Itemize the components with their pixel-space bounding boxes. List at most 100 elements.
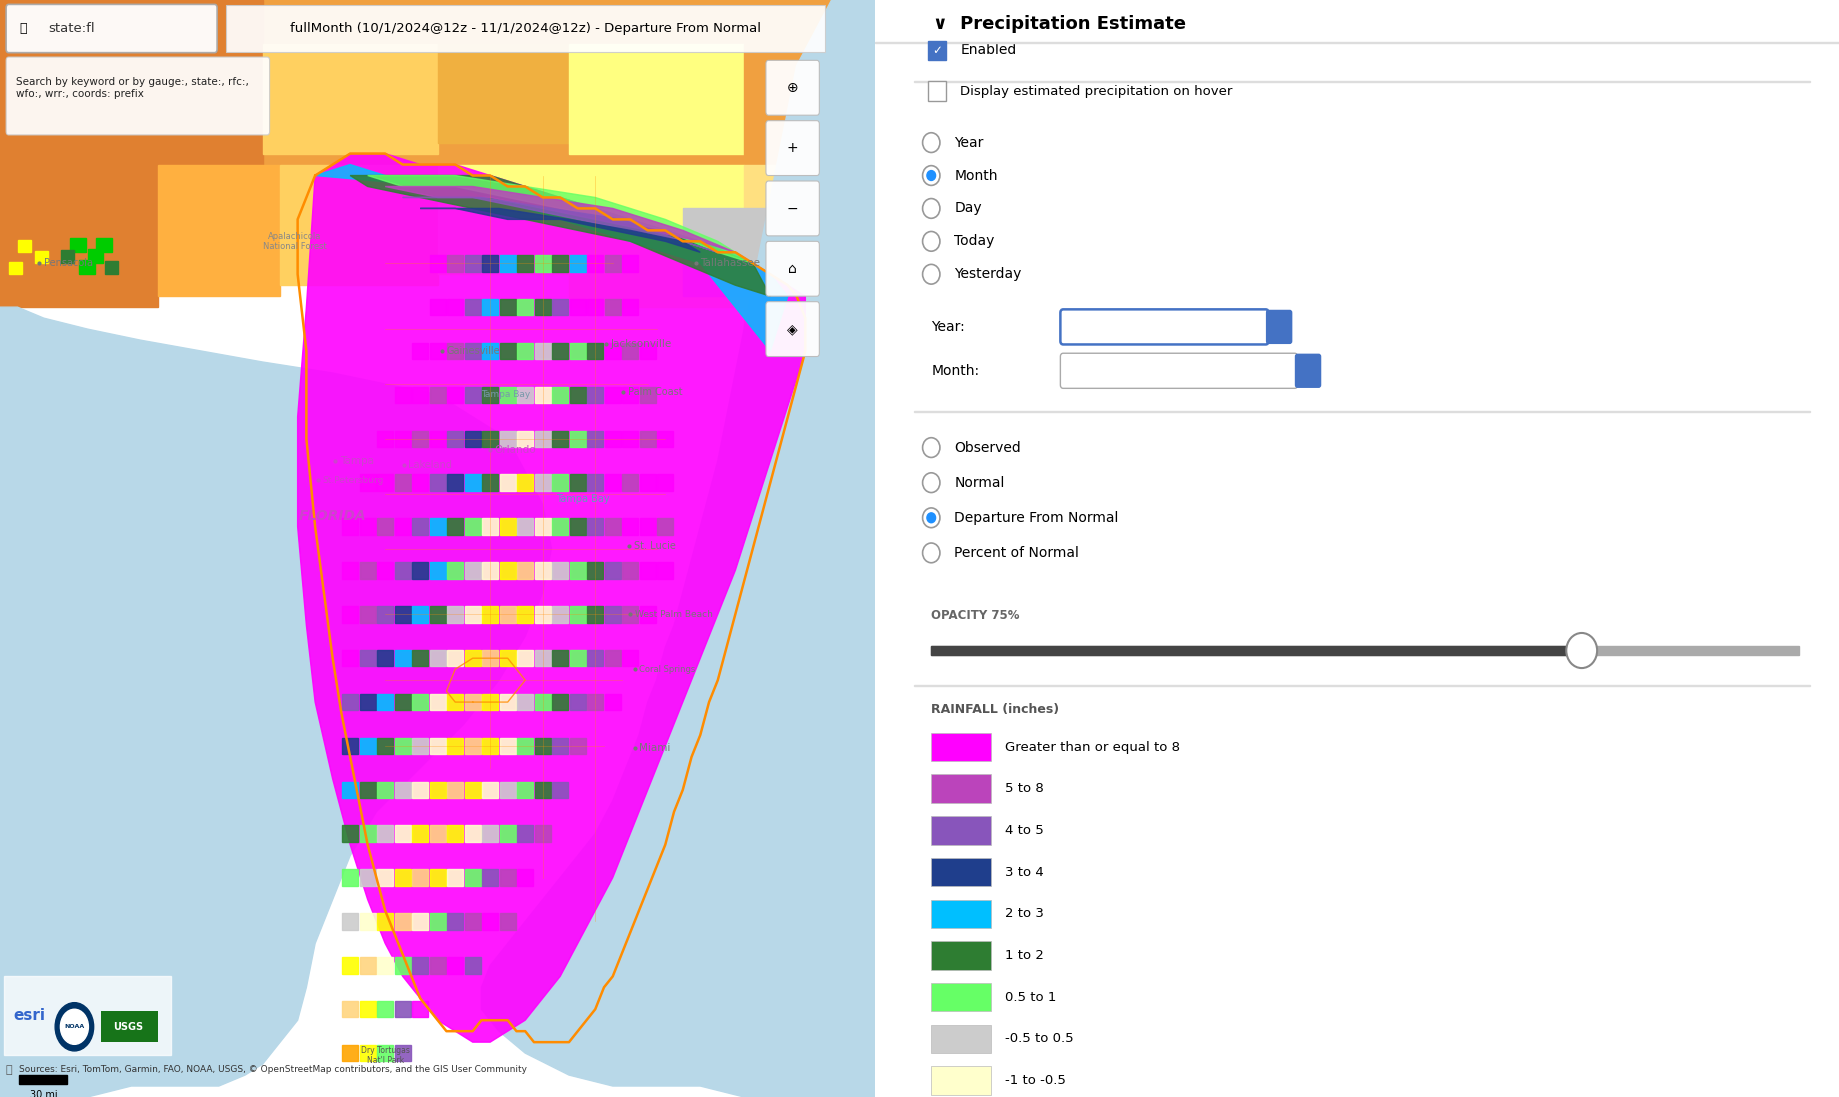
Bar bbox=[430, 913, 445, 930]
Bar bbox=[587, 255, 603, 271]
Bar bbox=[568, 44, 745, 154]
Bar bbox=[570, 693, 585, 711]
Bar bbox=[395, 957, 410, 974]
FancyBboxPatch shape bbox=[1267, 310, 1291, 343]
Bar bbox=[517, 298, 533, 316]
Text: -0.5 to 0.5: -0.5 to 0.5 bbox=[1006, 1032, 1074, 1045]
Bar bbox=[430, 474, 445, 490]
Bar bbox=[430, 342, 445, 359]
Bar bbox=[640, 342, 657, 359]
Bar bbox=[552, 430, 568, 448]
Bar bbox=[500, 518, 515, 534]
Bar bbox=[482, 693, 498, 711]
Bar bbox=[395, 1044, 410, 1062]
Bar bbox=[622, 562, 638, 579]
Polygon shape bbox=[349, 176, 771, 296]
Bar bbox=[587, 562, 603, 579]
Circle shape bbox=[61, 1009, 88, 1044]
Text: ∨  Precipitation Estimate: ∨ Precipitation Estimate bbox=[932, 15, 1186, 33]
FancyBboxPatch shape bbox=[1061, 353, 1298, 388]
Bar bbox=[412, 518, 428, 534]
Bar bbox=[465, 255, 480, 271]
Bar bbox=[412, 913, 428, 930]
Bar bbox=[465, 342, 480, 359]
Bar bbox=[0, 0, 875, 176]
Bar bbox=[657, 518, 673, 534]
Bar bbox=[570, 737, 585, 755]
Bar bbox=[622, 342, 638, 359]
Bar bbox=[360, 957, 375, 974]
Bar bbox=[570, 518, 585, 534]
Bar bbox=[570, 606, 585, 623]
Bar bbox=[35, 251, 48, 263]
Bar bbox=[570, 255, 585, 271]
Bar bbox=[657, 474, 673, 490]
Bar bbox=[605, 430, 620, 448]
Circle shape bbox=[55, 1003, 94, 1051]
Bar bbox=[552, 562, 568, 579]
Bar bbox=[342, 518, 359, 534]
Bar bbox=[931, 983, 991, 1011]
Bar bbox=[535, 606, 550, 623]
FancyBboxPatch shape bbox=[6, 57, 270, 135]
Text: 2024: 2024 bbox=[1124, 320, 1159, 333]
Bar bbox=[465, 825, 480, 842]
Bar bbox=[570, 430, 585, 448]
Bar bbox=[447, 474, 463, 490]
Bar bbox=[517, 430, 533, 448]
Text: Today: Today bbox=[954, 235, 995, 248]
Bar bbox=[552, 781, 568, 799]
Text: West Palm Beach: West Palm Beach bbox=[634, 610, 712, 619]
Bar bbox=[412, 474, 428, 490]
Bar bbox=[360, 781, 375, 799]
Bar bbox=[447, 693, 463, 711]
Bar bbox=[430, 606, 445, 623]
Bar bbox=[412, 737, 428, 755]
Bar bbox=[447, 298, 463, 316]
Bar bbox=[342, 913, 359, 930]
Bar bbox=[342, 825, 359, 842]
Bar bbox=[640, 474, 657, 490]
Bar bbox=[395, 1000, 410, 1018]
Bar bbox=[412, 1000, 428, 1018]
Bar bbox=[0, 165, 158, 307]
Bar bbox=[395, 606, 410, 623]
Bar bbox=[395, 518, 410, 534]
Bar bbox=[605, 518, 620, 534]
Bar bbox=[482, 518, 498, 534]
Bar bbox=[0, 0, 263, 176]
Bar bbox=[70, 238, 86, 252]
Bar bbox=[517, 562, 533, 579]
Text: Sources: Esri, TomTom, Garmin, FAO, NOAA, USGS, © OpenStreetMap contributors, an: Sources: Esri, TomTom, Garmin, FAO, NOAA… bbox=[18, 1065, 528, 1074]
Bar bbox=[570, 298, 585, 316]
Bar bbox=[517, 606, 533, 623]
Bar bbox=[929, 81, 945, 101]
Bar bbox=[500, 693, 515, 711]
Bar bbox=[342, 957, 359, 974]
Bar bbox=[657, 562, 673, 579]
Text: Departure From Normal: Departure From Normal bbox=[954, 511, 1118, 524]
FancyBboxPatch shape bbox=[765, 241, 820, 296]
Bar bbox=[535, 518, 550, 534]
Bar bbox=[517, 781, 533, 799]
Text: USGS: USGS bbox=[114, 1021, 143, 1032]
Bar bbox=[640, 562, 657, 579]
Bar bbox=[395, 869, 410, 886]
Text: Miami: Miami bbox=[638, 743, 671, 754]
Bar bbox=[640, 430, 657, 448]
Bar bbox=[342, 1044, 359, 1062]
Polygon shape bbox=[0, 307, 552, 1097]
Text: Tampa Bay: Tampa Bay bbox=[482, 391, 531, 399]
Text: Tampa: Tampa bbox=[340, 455, 373, 466]
Bar bbox=[657, 430, 673, 448]
Bar bbox=[587, 474, 603, 490]
Text: NOAA: NOAA bbox=[64, 1025, 85, 1029]
Bar bbox=[482, 913, 498, 930]
Bar bbox=[447, 869, 463, 886]
Bar bbox=[377, 518, 394, 534]
Text: 4 to 5: 4 to 5 bbox=[1006, 824, 1045, 837]
Bar bbox=[395, 693, 410, 711]
Bar bbox=[482, 649, 498, 667]
Bar bbox=[500, 781, 515, 799]
Bar bbox=[377, 957, 394, 974]
